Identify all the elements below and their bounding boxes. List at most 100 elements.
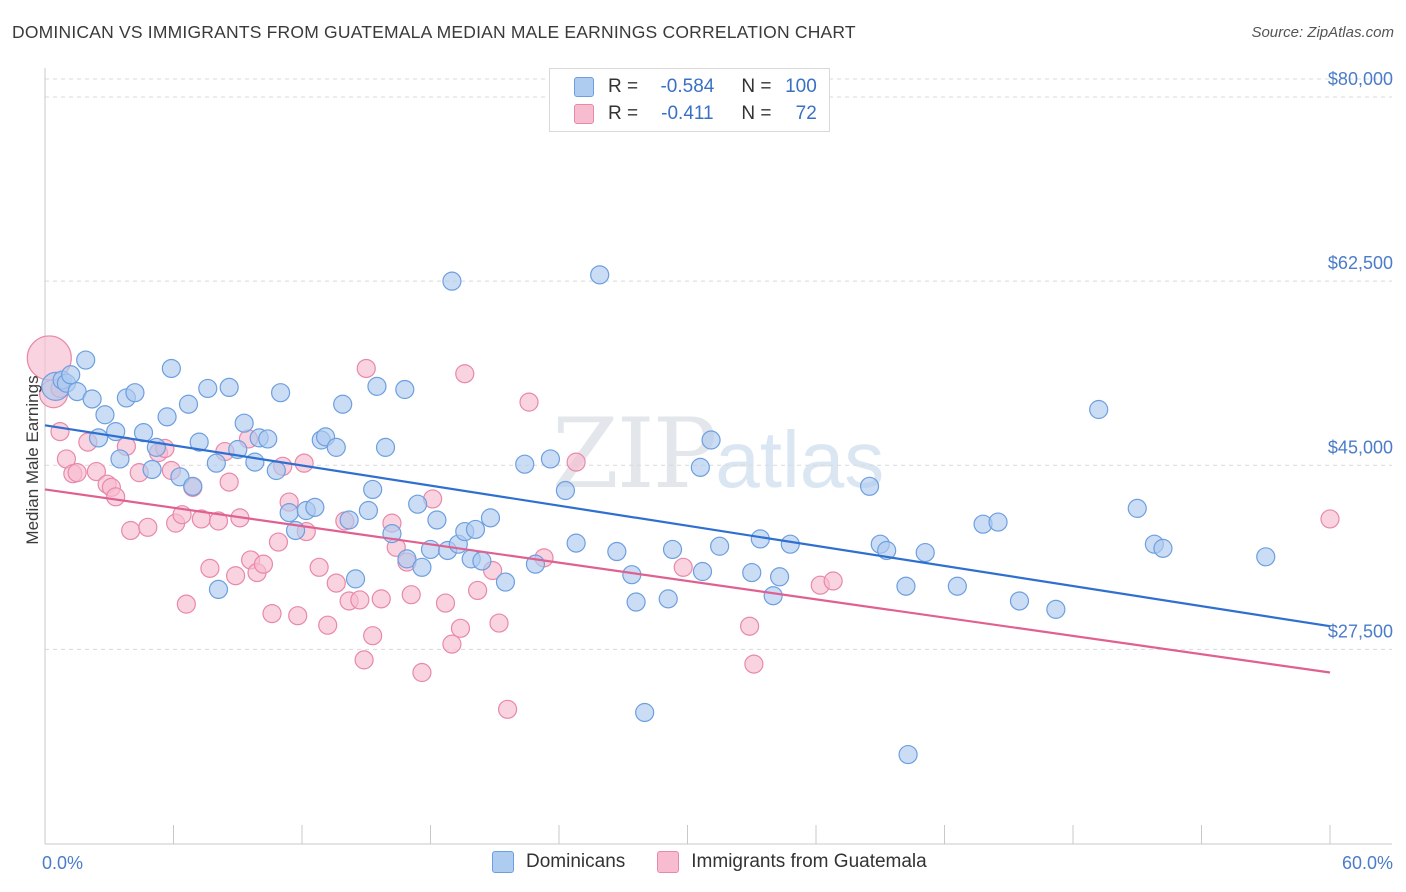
dominican-point [125,383,145,403]
dominican-points [41,265,1276,765]
guatemala-point [442,634,462,654]
guatemala-point [50,421,70,442]
legend-label: Immigrants from Guatemala [691,851,927,872]
legend-r-value: -0.584 [660,76,715,97]
dominican-point [710,536,730,556]
dominican-point [442,271,462,291]
axes [44,68,1392,845]
guatemala-point [268,532,289,552]
y-tick-label: $45,000 [1328,437,1393,457]
watermark-atlas: atlas [715,415,885,504]
dominican-point [427,510,447,530]
dominican-point [515,454,535,474]
dominican-point [397,549,417,569]
dominican-point [82,389,102,409]
dominican-point [566,533,586,553]
guatemala-point [519,392,539,412]
dominican-point [339,510,359,530]
dominican-point [408,494,428,514]
guatemala-point [138,517,158,537]
dominican-point [183,476,203,496]
tick-labels: $27,500 $45,000 $62,500 $80,000 0.0% 60.0% Med… [23,69,1393,873]
legend-n-label: N = [741,103,772,124]
guatemala-point [106,487,126,507]
dominican-point [1009,591,1030,611]
legend-n-label: N = [741,76,772,97]
dominican-point [395,379,415,400]
guatemala-point [121,520,141,541]
guatemala-point [1320,509,1340,529]
legend-r-label: R = [608,76,639,97]
guatemala-point [86,461,107,482]
y-tick-label: $62,500 [1328,253,1393,273]
dominican-point [465,519,486,540]
dominican-point [305,497,325,517]
dominican-point [540,449,561,469]
series-legend: Dominicans Immigrants from Guatemala [492,851,959,873]
dominican-point [270,383,291,403]
guatemala-point [176,594,196,614]
dominican-point [769,567,790,587]
dominican-point [258,429,278,449]
dominican-point [333,394,353,414]
y-axis-label: Median Male Earnings [23,375,42,544]
dominican-point [161,358,181,379]
y-tick-label: $80,000 [1328,69,1393,89]
dominican-point [358,500,378,521]
trend-lines [44,424,1331,674]
dominican-point [495,572,516,592]
dominican-point [763,586,783,606]
guatemala-point [823,571,843,591]
dominican-point [658,589,678,609]
y-tick-label: $27,500 [1328,621,1393,641]
dominican-point [245,452,265,472]
guatemala-point [208,511,229,531]
guatemala-point [318,615,338,635]
guatemala-point [309,557,329,577]
guatemala-point [744,654,764,674]
dominican-point [472,551,492,571]
dominican-point [626,592,646,612]
guatemala-point [350,590,370,610]
legend-item-guatemala[interactable]: Immigrants from Guatemala [657,851,927,873]
dominican-point [662,539,683,560]
guatemala-point [566,452,586,472]
dominican-point [1046,599,1066,619]
dominican-point [412,557,432,577]
dominican-point [915,542,935,563]
legend-label: Dominicans [526,851,626,872]
dominican-point [898,744,918,765]
legend-item-dominicans[interactable]: Dominicans [492,851,625,873]
guatemala-point [435,593,456,613]
dominican-point [635,702,655,723]
dominican-point [61,365,81,385]
guatemala-point [253,554,274,574]
legend-swatch-pink [574,104,594,124]
guatemala-point [401,585,421,605]
dominican-point [110,449,130,469]
dominican-point [157,407,177,427]
guatemala-point [262,603,282,624]
guatemala-point [673,557,693,577]
dominican-point [947,576,967,596]
guatemala-point [226,566,246,586]
dominican-point [1127,498,1147,518]
guatemala-point [354,650,374,670]
dominican-point [234,413,254,433]
dominican-point [345,569,366,589]
dominican-point [363,479,383,500]
x-tick-label-max: 60.0% [1342,853,1393,873]
guatemala-point [219,472,239,492]
legend-r-value: -0.411 [661,103,714,124]
dominican-point [219,377,239,398]
chart-title: DOMINICAN VS IMMIGRANTS FROM GUATEMALA M… [12,22,856,42]
guatemala-point [468,580,488,601]
guatemala-trend-line [44,488,1331,674]
legend-row-dominicans: R = -0.584 N = 100 [574,74,817,100]
dominican-point [692,561,713,582]
dominican-point [607,541,627,562]
legend-r-label: R = [608,103,639,124]
dominican-point [326,437,346,457]
legend-swatch-blue [574,77,594,97]
guatemala-point [455,364,475,384]
